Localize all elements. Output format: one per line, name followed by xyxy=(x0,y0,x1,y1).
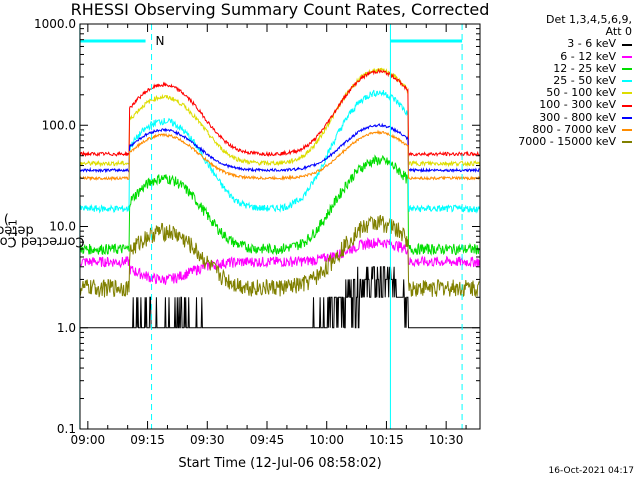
legend-swatch xyxy=(622,43,632,46)
legend-swatch xyxy=(622,141,632,144)
legend-label: 800 - 7000 keV xyxy=(532,122,616,136)
legend-swatch xyxy=(622,104,632,107)
legend-swatch xyxy=(622,67,632,70)
series-line-8 xyxy=(79,129,480,182)
y-axis-ticks: 0.1 1.0 10.0 100.0 1000.0 xyxy=(34,17,480,436)
x-tick-label: 09:00 xyxy=(71,433,106,447)
series-line-3 xyxy=(79,154,480,256)
series-line-7 xyxy=(79,122,480,174)
x-tick-label: 09:30 xyxy=(190,433,225,447)
legend-label: 50 - 100 keV xyxy=(546,86,616,100)
y-tick-label: 1000.0 xyxy=(34,17,76,31)
y-tick-label: 10.0 xyxy=(49,220,76,234)
series-line-5 xyxy=(79,67,480,168)
legend-item: 800 - 7000 keV xyxy=(518,122,632,136)
x-axis-ticks: 09:00 09:15 09:30 09:45 10:00 10:15 10:30 xyxy=(71,24,467,447)
legend-item: 50 - 100 keV xyxy=(518,87,632,99)
series-line-2 xyxy=(79,236,480,285)
series-line-1 xyxy=(80,266,480,329)
y-tick-label: 0.1 xyxy=(57,422,76,436)
legend-item: 6 - 12 keV xyxy=(518,49,632,63)
timestamp-footer: 16-Oct-2021 04:17 xyxy=(548,466,634,476)
legend-swatch xyxy=(622,116,632,119)
legend-label: 12 - 25 keV xyxy=(553,61,616,75)
night-marker-label: N xyxy=(156,34,165,48)
plot-frame xyxy=(79,23,481,430)
y-tick-label: 100.0 xyxy=(42,118,76,132)
legend-label: 100 - 300 keV xyxy=(539,98,616,112)
legend-label: 7000 - 15000 keV xyxy=(518,135,616,149)
legend-swatch xyxy=(622,92,632,95)
y-axis-label-part3: ) xyxy=(3,211,9,227)
x-tick-label: 09:45 xyxy=(250,433,285,447)
legend-label: 300 - 800 keV xyxy=(539,110,616,124)
legend-header-1: Det 1,3,4,5,6,9, xyxy=(545,13,632,26)
legend-item: 7000 - 15000 keV xyxy=(518,135,632,149)
legend-item: 12 - 25 keV xyxy=(518,61,632,75)
chart-title: RHESSI Observing Summary Count Rates, Co… xyxy=(70,0,490,19)
legend-header-2: Att 0 xyxy=(605,25,632,39)
series-line-6 xyxy=(79,68,480,158)
y-tick-label: 1.0 xyxy=(57,321,76,335)
legend-label: 6 - 12 keV xyxy=(560,49,616,63)
x-tick-label: 10:30 xyxy=(429,433,464,447)
series-line-9 xyxy=(79,214,480,298)
legend-label: 3 - 6 keV xyxy=(567,37,616,51)
series-curves xyxy=(79,67,480,329)
legend-swatch xyxy=(622,55,632,58)
legend-item: 100 - 300 keV xyxy=(518,99,632,111)
legend-label: 25 - 50 keV xyxy=(553,74,616,88)
legend: Det 1,3,4,5,6,9, Att 0 3 - 6 keV 6 - 12 k… xyxy=(518,13,632,149)
legend-item: 25 - 50 keV xyxy=(518,74,632,88)
series-line-4 xyxy=(79,89,480,214)
legend-item: 3 - 6 keV xyxy=(518,38,632,50)
x-axis-label: Start Time (12-Jul-06 08:58:02) xyxy=(178,456,382,471)
x-tick-label: 10:15 xyxy=(369,433,404,447)
legend-swatch xyxy=(622,128,632,131)
x-tick-label: 09:15 xyxy=(130,433,165,447)
legend-swatch xyxy=(622,80,632,83)
legend-item: 300 - 800 keV xyxy=(518,110,632,124)
x-tick-label: 10:00 xyxy=(309,433,344,447)
